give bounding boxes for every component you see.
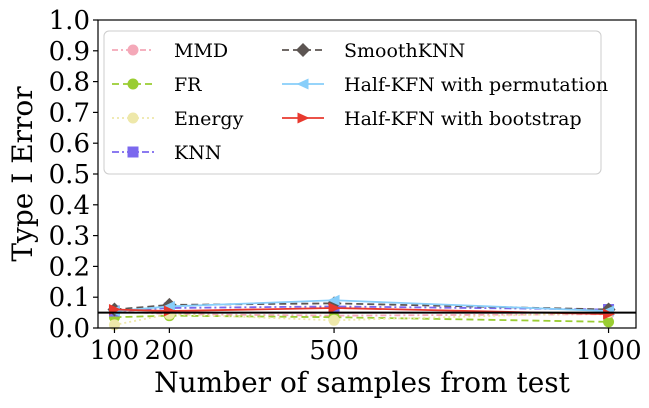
data-point: [328, 314, 340, 326]
y-tick-label: 0.4: [49, 191, 90, 221]
legend-marker: [127, 146, 139, 158]
legend-label: SmoothKNN: [344, 40, 465, 62]
legend-item-fr: FR: [112, 74, 202, 96]
legend-item-half-kfn-with-bootstrap: Half-KFN with bootstrap: [282, 108, 582, 130]
series-line: [114, 307, 609, 316]
y-tick-label: 0.9: [49, 37, 90, 67]
legend-marker: [296, 43, 310, 57]
legend-label: Half-KFN with bootstrap: [344, 108, 582, 130]
legend-label: FR: [174, 74, 202, 96]
legend-marker: [127, 78, 139, 90]
y-tick-label: 1.0: [49, 6, 90, 36]
x-tick-label: 100: [90, 336, 140, 366]
x-tick-label: 200: [145, 336, 195, 366]
x-axis-title: Number of samples from test: [154, 366, 571, 399]
legend-marker: [297, 112, 310, 124]
legend-marker: [296, 78, 309, 90]
data-point: [162, 300, 175, 312]
data-point: [327, 294, 340, 306]
legend-marker: [127, 44, 139, 56]
series-line: [114, 299, 609, 312]
data-point: [603, 316, 615, 328]
series-line: [114, 311, 609, 326]
series-line: [114, 314, 609, 323]
legend-item-mmd: MMD: [112, 40, 228, 62]
y-axis-title: Type I Error: [6, 86, 39, 262]
x-tick-label: 1000: [575, 336, 641, 366]
y-tick-label: 0.6: [49, 129, 90, 159]
y-tick-label: 0.5: [49, 160, 90, 190]
legend-item-knn: KNN: [112, 142, 221, 164]
legend-marker: [127, 112, 139, 124]
x-tick-label: 500: [309, 336, 359, 366]
legend-label: KNN: [174, 142, 221, 164]
legend-item-energy: Energy: [112, 108, 244, 130]
y-tick-label: 0.8: [49, 68, 90, 98]
legend-label: MMD: [174, 40, 228, 62]
data-point: [163, 305, 176, 317]
series-half-kfn-with-bootstrap: [108, 302, 616, 320]
data-point: [603, 308, 616, 320]
legend-label: Half-KFN with permutation: [344, 74, 608, 96]
legend-item-half-kfn-with-permutation: Half-KFN with permutation: [282, 74, 608, 96]
legend-label: Energy: [174, 108, 244, 130]
y-tick-label: 0.1: [49, 283, 90, 313]
legend: MMD FR Energy KNN SmoothKNN Half-KFN with per…: [103, 30, 608, 175]
legend-item-smoothknn: SmoothKNN: [282, 40, 465, 62]
y-tick-label: 0.2: [49, 252, 90, 282]
y-tick-label: 0.0: [49, 314, 90, 344]
legend-box: [103, 30, 602, 175]
series-line: [114, 305, 609, 312]
data-point: [328, 302, 341, 314]
y-tick-label: 0.3: [49, 222, 90, 252]
y-tick-label: 0.7: [49, 98, 90, 128]
